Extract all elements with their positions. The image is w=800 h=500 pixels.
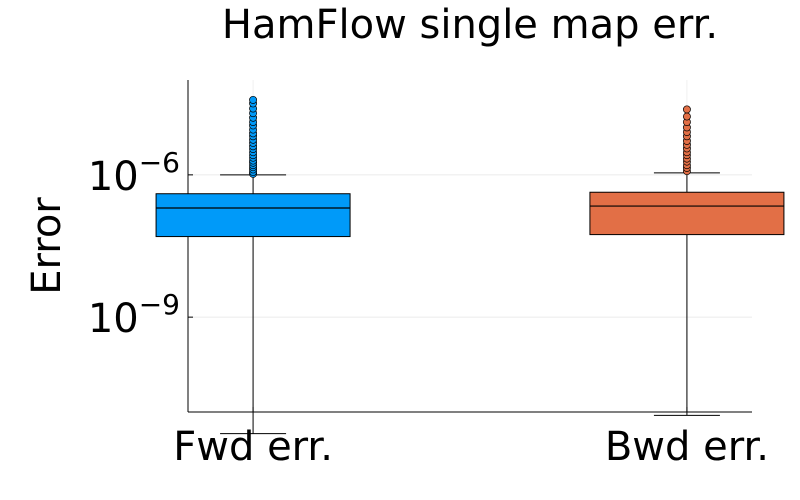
y-axis-label: Error: [24, 197, 70, 295]
x-tick-label: Bwd err.: [605, 424, 769, 470]
iqr-box: [155, 193, 351, 238]
y-tick-label: 10−6: [88, 146, 180, 200]
outlier-point: [682, 112, 691, 121]
outlier-point: [682, 105, 691, 114]
y-tick-labels: 10−610−9: [88, 146, 180, 342]
chart-title: HamFlow single map err.: [222, 2, 718, 48]
y-tick-exponent: −6: [139, 146, 180, 179]
x-tick-labels: Fwd err. Bwd err.: [173, 424, 769, 470]
boxes-layer: [155, 95, 785, 435]
iqr-box: [589, 191, 785, 236]
y-tick-exponent: −9: [139, 288, 180, 321]
y-tick-base: 10: [88, 154, 139, 200]
x-tick-label: Fwd err.: [173, 424, 333, 470]
y-tick-label: 10−9: [88, 288, 180, 342]
y-tick-base: 10: [88, 296, 139, 342]
box-group: [589, 105, 785, 416]
grid-lines: [188, 80, 752, 412]
box-group: [155, 95, 351, 435]
outlier-point: [249, 95, 258, 104]
